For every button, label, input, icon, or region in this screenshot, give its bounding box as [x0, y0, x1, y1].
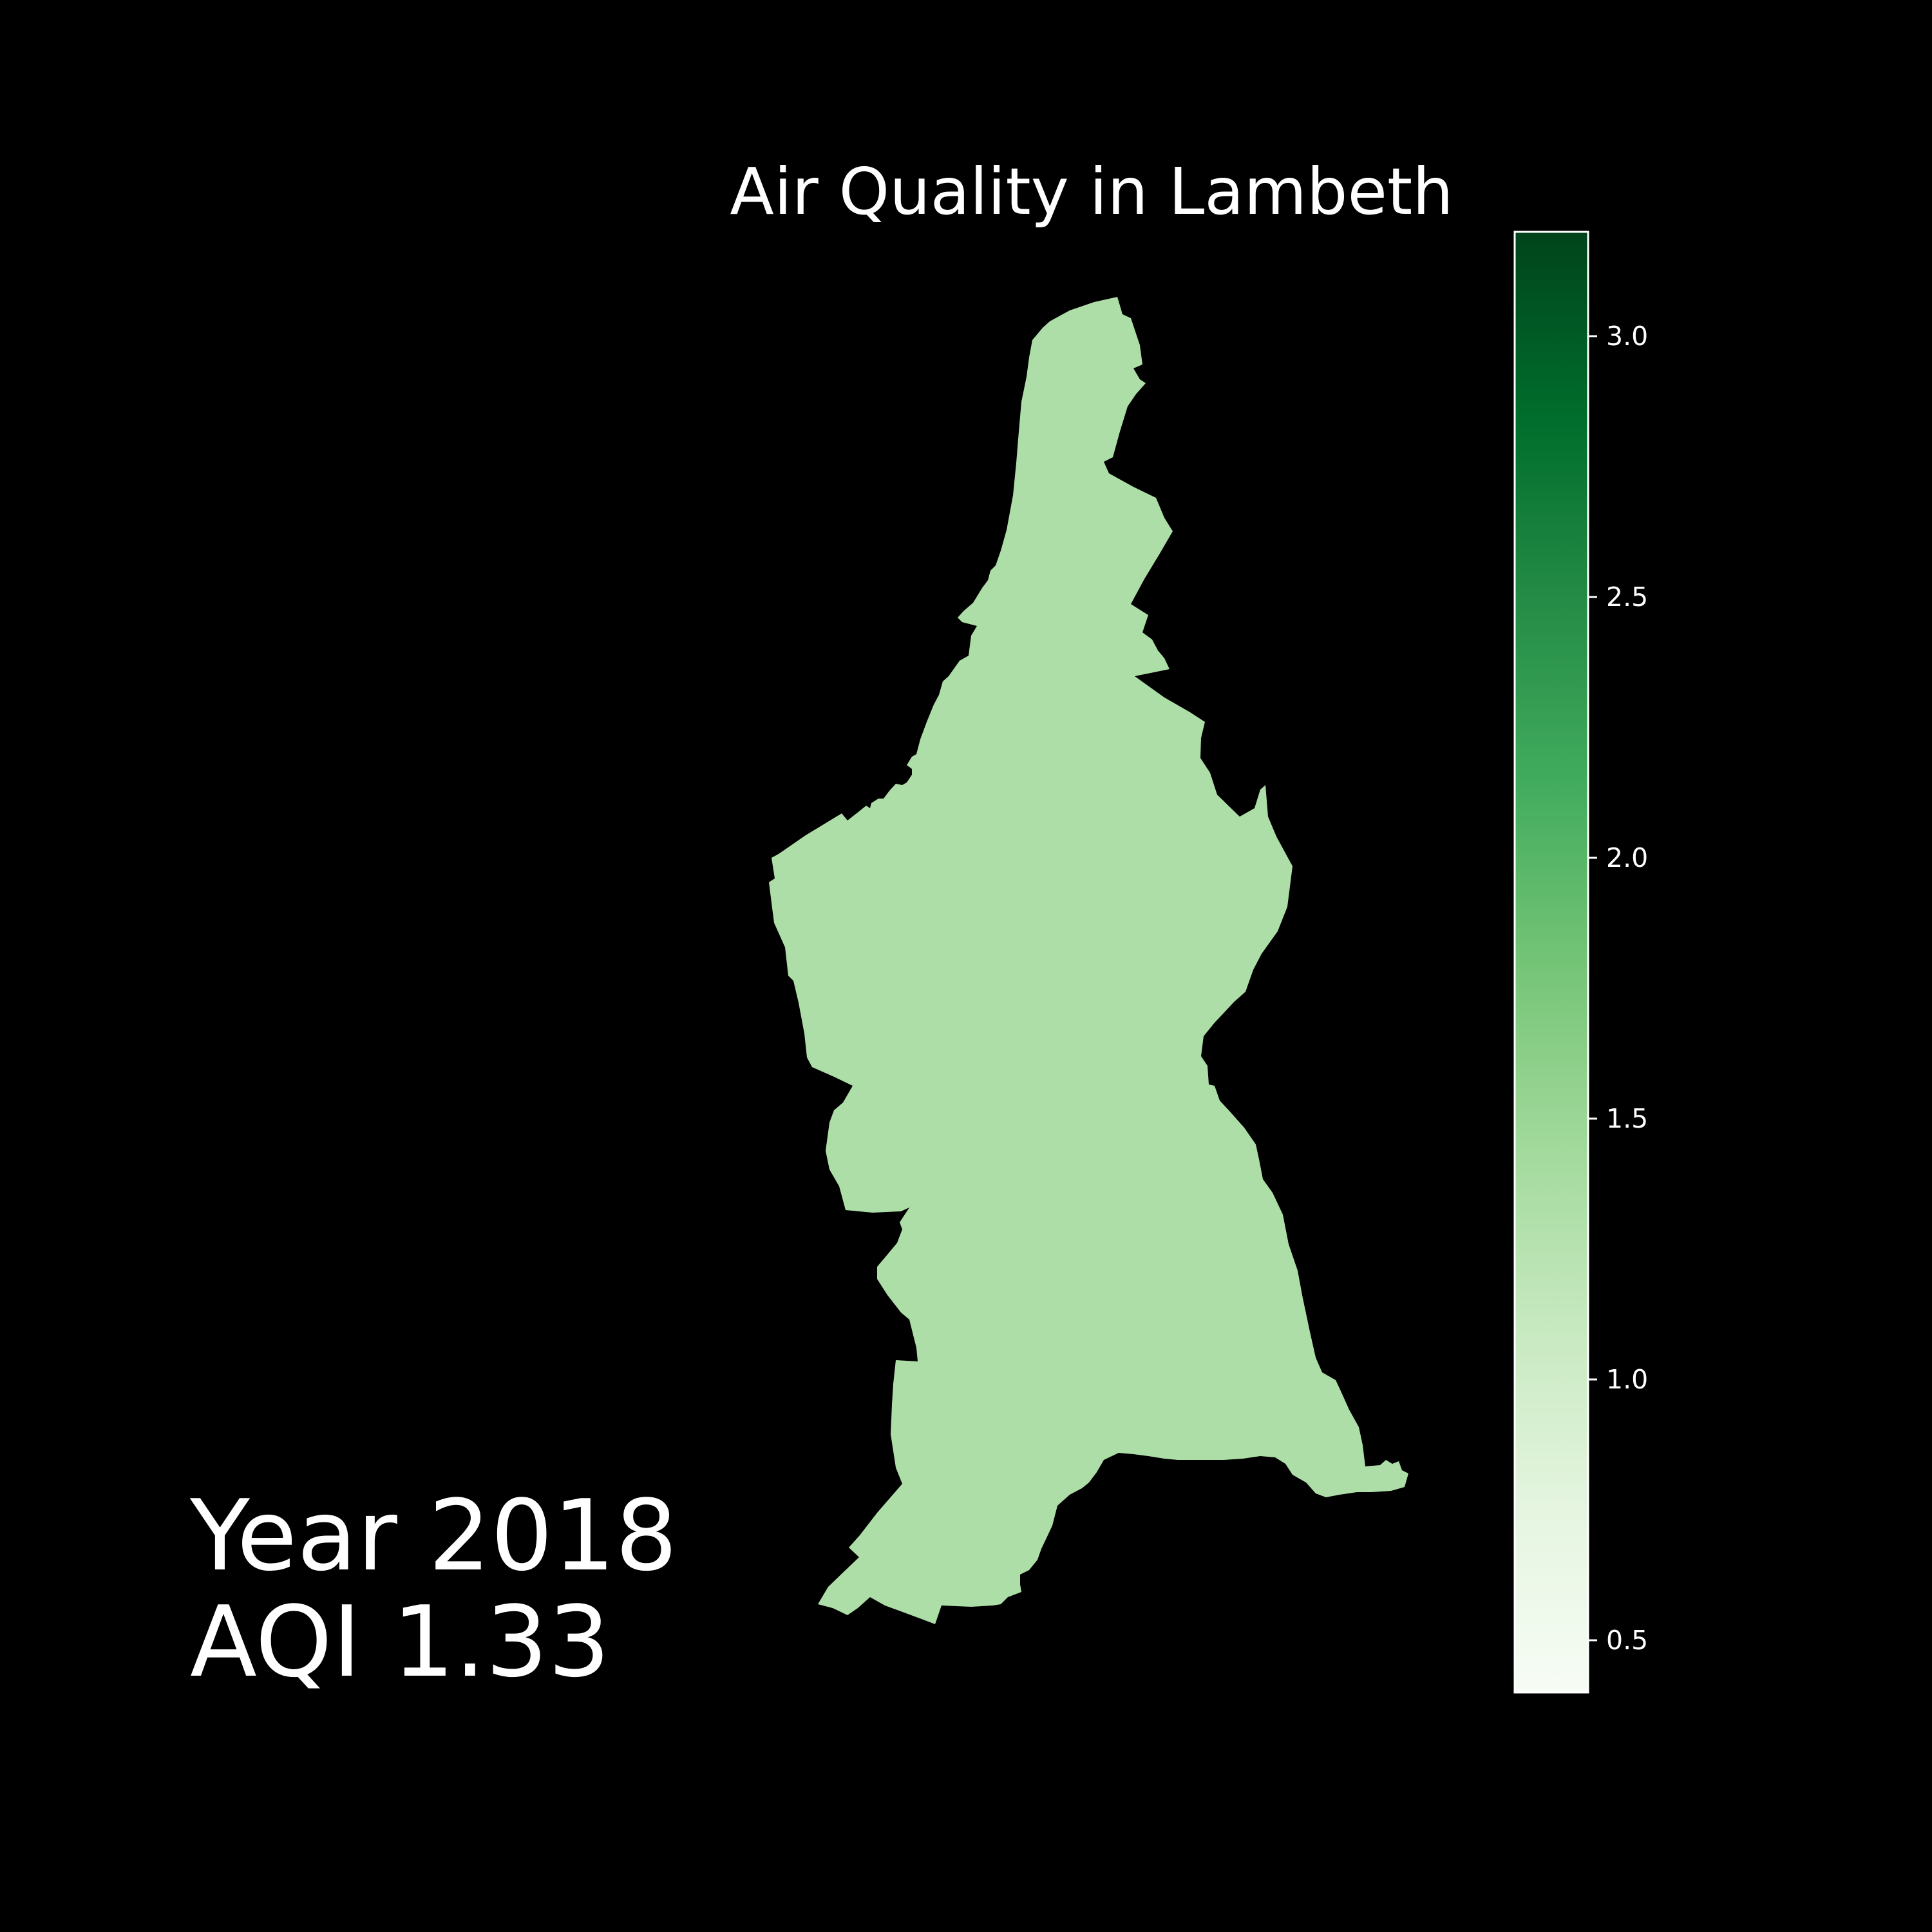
aqi-prefix: AQI	[190, 1585, 361, 1699]
colorbar-tick-label: 2.0	[1606, 842, 1648, 873]
aqi-label: AQI 1.33	[190, 1587, 611, 1697]
colorbar-ticks: 0.5 1.0 1.5 2.0 2.5 3.0	[1588, 321, 1648, 1656]
borough-outline-polygon[interactable]	[769, 297, 1408, 1624]
year-label: Year 2018	[190, 1481, 677, 1591]
year-value: 2018	[428, 1479, 677, 1593]
colorbar-tick-label: 1.5	[1606, 1103, 1648, 1134]
map-title: Air Quality in Lambeth	[730, 154, 1454, 229]
colorbar-tick-label: 2.5	[1606, 582, 1648, 612]
colorbar-tick-label: 3.0	[1606, 321, 1648, 352]
colorbar	[1513, 231, 1589, 1694]
aqi-value: 1.33	[392, 1585, 611, 1699]
year-prefix: Year	[190, 1479, 397, 1593]
colorbar-tick-label: 1.0	[1606, 1364, 1648, 1395]
colorbar-tick-label: 0.5	[1606, 1625, 1648, 1656]
